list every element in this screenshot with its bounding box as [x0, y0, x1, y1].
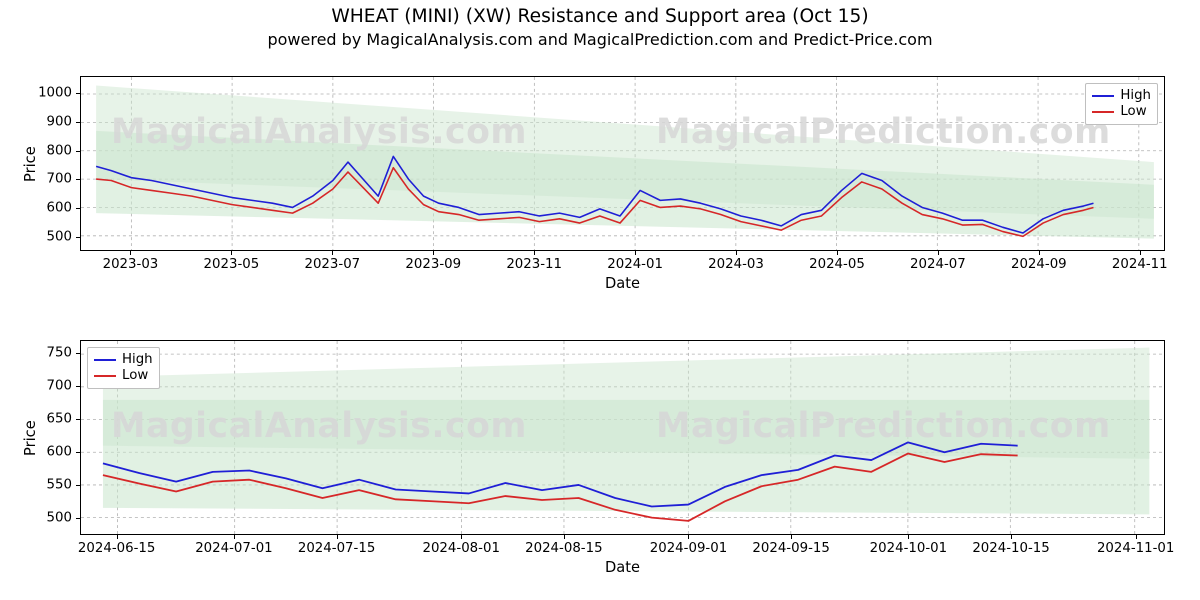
legend-label: Low	[1120, 104, 1146, 120]
legend-item: Low	[1092, 104, 1151, 120]
xtick-label: 2024-08-01	[422, 541, 499, 556]
bottom-chart-panel: MagicalAnalysis.comMagicalPrediction.com…	[80, 340, 1165, 535]
ytick-label: 500	[0, 511, 72, 526]
legend-item: Low	[94, 368, 153, 384]
xtick-label: 2023-03	[103, 257, 159, 272]
xtick-label: 2024-09-01	[650, 541, 727, 556]
legend-label: Low	[122, 368, 148, 384]
legend-label: High	[1120, 88, 1151, 104]
legend-item: High	[1092, 88, 1151, 104]
ytick-label: 900	[0, 114, 72, 129]
ytick-label: 700	[0, 379, 72, 394]
xtick-label: 2023-11	[506, 257, 562, 272]
xtick-label: 2023-05	[204, 257, 260, 272]
top-chart-xlabel: Date	[80, 275, 1165, 292]
xtick-label: 2024-08-15	[525, 541, 602, 556]
ytick-label: 750	[0, 346, 72, 361]
xtick-label: 2024-01	[607, 257, 663, 272]
legend-swatch	[94, 359, 116, 361]
support-resistance-band	[103, 348, 1149, 459]
xtick-label: 2024-05	[809, 257, 865, 272]
top-chart-panel: MagicalAnalysis.comMagicalPrediction.com…	[80, 76, 1165, 251]
xtick-label: 2024-07-01	[195, 541, 272, 556]
xtick-label: 2023-09	[405, 257, 461, 272]
legend-swatch	[1092, 95, 1114, 97]
ytick-label: 500	[0, 229, 72, 244]
xtick-label: 2024-03	[708, 257, 764, 272]
ytick-label: 1000	[0, 86, 72, 101]
legend: HighLow	[87, 347, 160, 389]
ytick-label: 550	[0, 478, 72, 493]
legend: HighLow	[1085, 83, 1158, 125]
bottom-chart-xticks: 2024-06-15 2024-07-01 2024-07-15 2024-08-01…	[80, 539, 1165, 559]
xtick-label: 2024-07	[910, 257, 966, 272]
xtick-label: 2024-11-01	[1097, 541, 1174, 556]
xtick-label: 2024-11	[1112, 257, 1168, 272]
chart-title: WHEAT (MINI) (XW) Resistance and Support…	[0, 6, 1200, 27]
xtick-label: 2024-10-15	[972, 541, 1049, 556]
legend-swatch	[94, 375, 116, 377]
xtick-label: 2024-09-15	[752, 541, 829, 556]
bottom-chart-xlabel: Date	[80, 559, 1165, 576]
top-chart-ylabel: Price	[22, 146, 39, 182]
legend-swatch	[1092, 111, 1114, 113]
xtick-label: 2023-07	[304, 257, 360, 272]
xtick-label: 2024-06-15	[78, 541, 155, 556]
legend-label: High	[122, 352, 153, 368]
bottom-chart-ylabel: Price	[22, 420, 39, 456]
ytick-label: 600	[0, 200, 72, 215]
top-chart-xticks: 2023-03 2023-05 2023-07 2023-09 2023-11 2024-…	[80, 255, 1165, 275]
xtick-label: 2024-07-15	[298, 541, 375, 556]
legend-item: High	[94, 352, 153, 368]
xtick-label: 2024-10-01	[870, 541, 947, 556]
chart-subtitle: powered by MagicalAnalysis.com and Magic…	[0, 30, 1200, 49]
chart-svg	[81, 341, 1164, 534]
chart-svg	[81, 77, 1164, 250]
xtick-label: 2024-09	[1011, 257, 1067, 272]
figure: WHEAT (MINI) (XW) Resistance and Support…	[0, 0, 1200, 600]
